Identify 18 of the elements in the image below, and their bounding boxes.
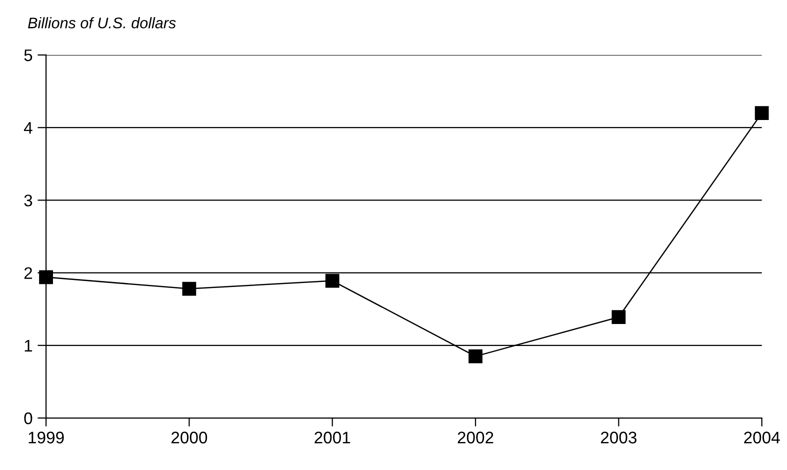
x-tick-label: 2002 — [458, 432, 494, 444]
y-tick-label: 1 — [24, 340, 32, 352]
y-axis-title: Billions of U.S. dollars — [28, 17, 176, 28]
point — [182, 282, 196, 296]
y-tick-label: 0 — [24, 412, 32, 424]
x-tick-label: 1999 — [28, 432, 64, 444]
y-tick-label: 3 — [24, 194, 32, 206]
point — [468, 349, 482, 364]
point — [754, 106, 769, 120]
x-tick-label: 2000 — [171, 432, 208, 444]
y-tick-label: 5 — [24, 50, 32, 62]
point — [612, 310, 626, 324]
x-tick-label: 2003 — [600, 432, 636, 444]
y-tick-label: 2 — [24, 267, 32, 279]
x-tick-label: 2001 — [314, 432, 350, 444]
x-tick-label: 2004 — [744, 432, 780, 444]
y-tick-label: 4 — [24, 122, 32, 134]
point — [325, 274, 340, 288]
